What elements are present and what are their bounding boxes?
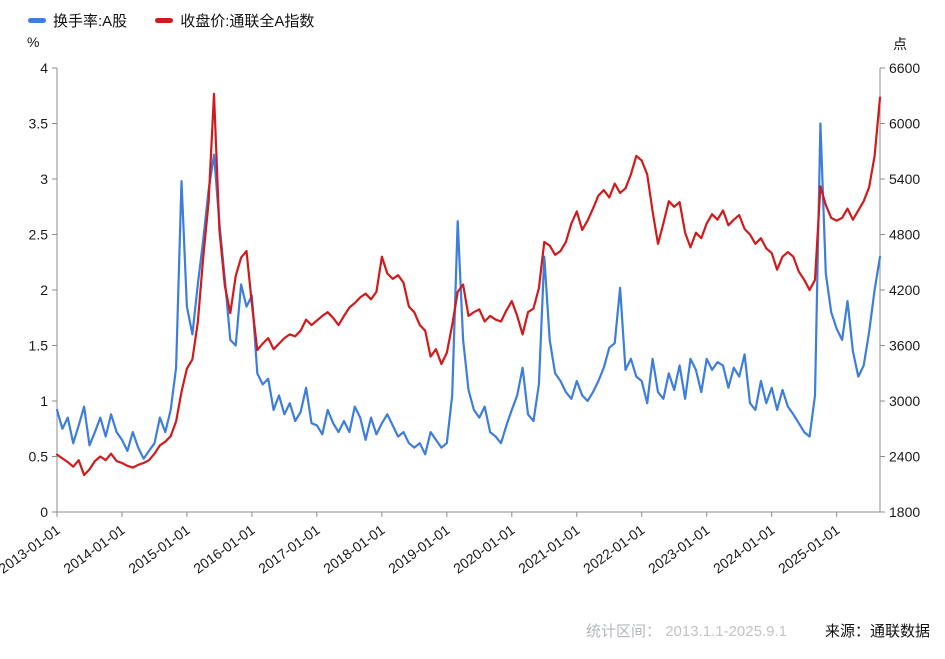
stat-range-value: 2013.1.1-2025.9.1: [665, 623, 787, 640]
x-tick-label: 2022-01-01: [580, 521, 648, 576]
right-tick-label: 5400: [889, 171, 920, 187]
x-tick-label: 2020-01-01: [450, 521, 518, 576]
x-tick-label: 2016-01-01: [190, 521, 258, 576]
x-tick-label: 2024-01-01: [710, 521, 778, 576]
right-tick-label: 3600: [889, 338, 920, 354]
left-tick-label: 3.5: [29, 116, 49, 132]
legend-swatch-blue: [28, 18, 46, 23]
left-axis: 0 0.5 1 1.5 2 2.5 3 3.5 4: [29, 60, 57, 520]
chart-canvas: 0 0.5 1 1.5 2 2.5 3 3.5 4 1800 2400 3000 3600 4200 480…: [0, 60, 920, 577]
right-tick-label: 1800: [889, 504, 920, 520]
x-tick-label: 2023-01-01: [645, 521, 713, 576]
stat-range: 统计区间： 2013.1.1-2025.9.1: [586, 620, 787, 641]
x-tick-label: 2019-01-01: [385, 521, 453, 576]
legend-item-close-price: 收盘价:通联全A指数: [155, 10, 314, 31]
x-tick-label: 2014-01-01: [60, 521, 128, 576]
data-source: 来源：通联数据: [825, 620, 930, 641]
right-tick-label: 4200: [889, 282, 920, 298]
right-axis: 1800 2400 3000 3600 4200 4800 5400 6000 6600: [880, 60, 920, 520]
right-axis-unit: 点: [893, 36, 907, 52]
series-line-turnover: [55, 122, 882, 460]
left-tick-label: 2.5: [29, 227, 49, 243]
left-tick-label: 1: [40, 393, 48, 409]
series-line-close-price: [55, 92, 882, 477]
x-tick-label: 2017-01-01: [255, 521, 323, 576]
x-tick-label: 2013-01-01: [0, 521, 63, 576]
right-tick-label: 6600: [889, 60, 920, 76]
right-tick-label: 2400: [889, 449, 920, 465]
left-tick-label: 3: [40, 171, 48, 187]
left-tick-label: 0: [40, 504, 48, 520]
x-tick-label: 2018-01-01: [320, 521, 388, 576]
left-tick-label: 0.5: [29, 449, 49, 465]
x-tick-label: 2025-01-01: [775, 521, 843, 576]
left-tick-label: 4: [40, 60, 48, 76]
legend-swatch-red: [155, 18, 174, 23]
right-tick-label: 3000: [889, 393, 920, 409]
left-axis-unit: %: [27, 34, 40, 50]
left-tick-label: 1.5: [29, 338, 49, 354]
data-source-label: 来源：: [824, 623, 870, 640]
right-tick-label: 4800: [889, 227, 920, 243]
x-axis: 2013-01-012014-01-012015-01-012016-01-01…: [0, 512, 843, 577]
right-tick-label: 6000: [889, 116, 920, 132]
footer: 统计区间： 2013.1.1-2025.9.1 来源：通联数据: [586, 620, 930, 641]
axes: [56, 68, 881, 513]
legend-label-close-price: 收盘价:通联全A指数: [180, 13, 315, 30]
legend: 换手率:A股 收盘价:通联全A指数: [28, 10, 314, 31]
data-source-value: 通联数据: [869, 623, 930, 640]
legend-item-turnover: 换手率:A股: [28, 10, 127, 31]
series-lines: [55, 92, 882, 477]
left-tick-label: 2: [40, 282, 48, 298]
stat-range-label: 统计区间：: [586, 623, 662, 640]
legend-label-turnover: 换手率:A股: [53, 13, 128, 30]
x-tick-label: 2015-01-01: [125, 521, 193, 576]
x-tick-label: 2021-01-01: [515, 521, 583, 576]
